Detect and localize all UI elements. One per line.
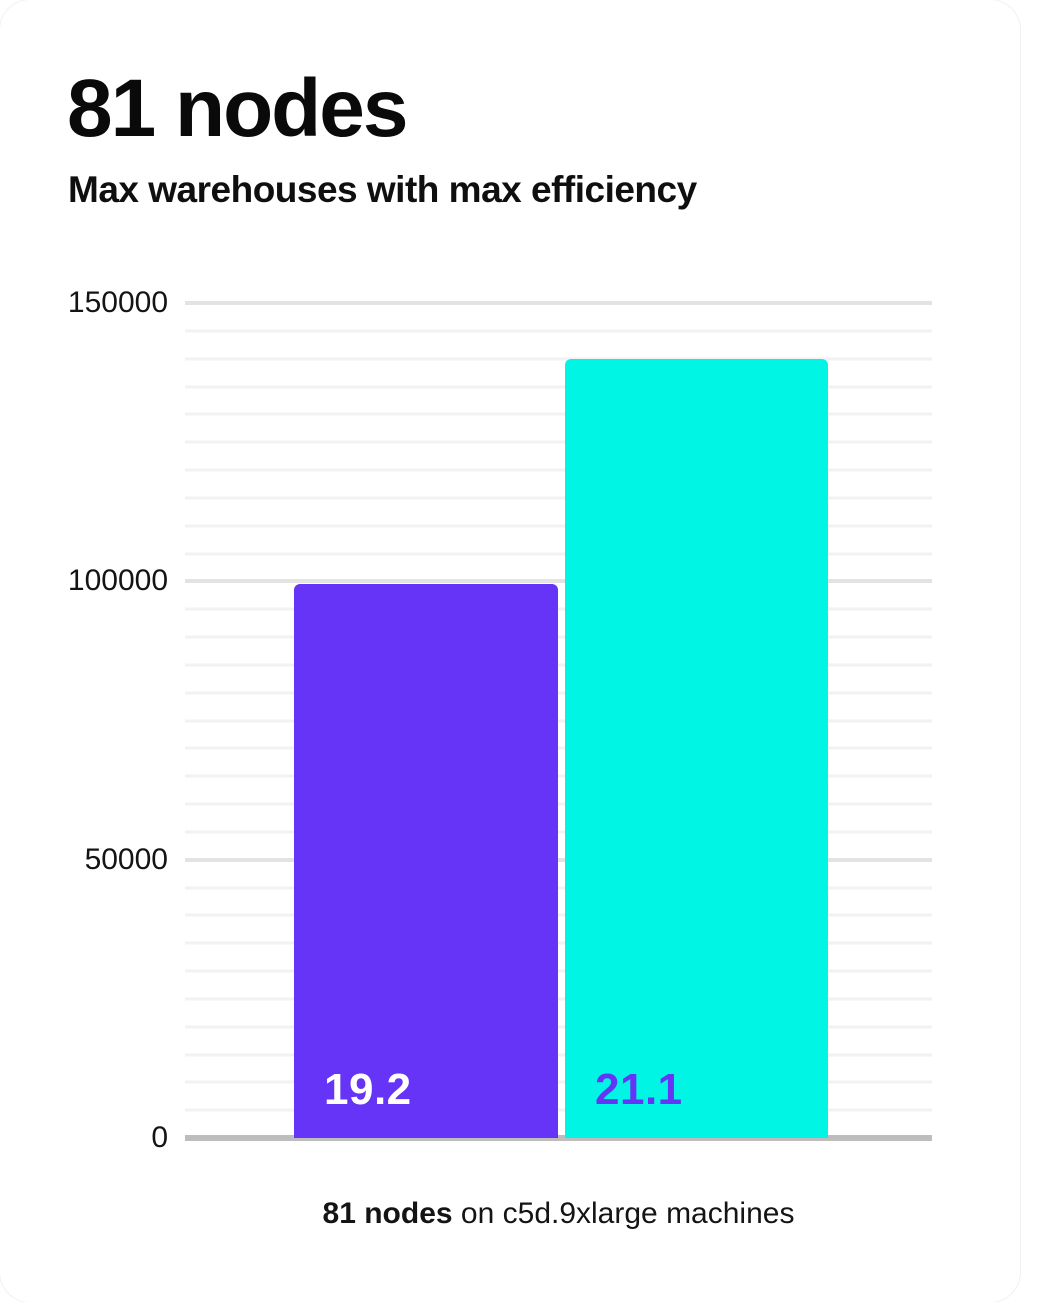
y-axis-tick-label: 50000 <box>84 842 168 876</box>
page-title: 81 nodes <box>67 63 408 154</box>
x-axis-line <box>185 1135 932 1141</box>
caption-regular-text: on c5d.9xlarge machines <box>452 1197 795 1230</box>
minor-gridline <box>185 886 932 889</box>
minor-gridline <box>185 691 932 695</box>
minor-gridline <box>185 774 932 778</box>
y-axis-tick-label: 150000 <box>67 286 168 319</box>
major-gridline <box>185 301 932 305</box>
minor-gridline <box>185 607 932 611</box>
minor-gridline <box>185 524 932 528</box>
minor-gridline <box>185 997 932 1001</box>
bar-version-21-1: 21.1 <box>565 359 828 1138</box>
minor-gridline <box>185 412 932 416</box>
chart-plot-area: 19.2 21.1 <box>185 301 932 1141</box>
bar-version-19-2: 19.2 <box>294 584 558 1138</box>
y-axis: 0 50000 100000 150000 <box>0 288 168 1153</box>
bar-value-label: 21.1 <box>595 1065 683 1114</box>
minor-gridline <box>185 1080 932 1084</box>
y-axis-tick-label: 100000 <box>67 564 168 598</box>
chart-caption: 81 nodes on c5d.9xlarge machines <box>185 1196 932 1232</box>
minor-gridline <box>185 1108 932 1112</box>
minor-gridline <box>185 913 932 917</box>
minor-gridline <box>185 746 932 750</box>
benchmark-card: 81 nodes Max warehouses with max efficie… <box>0 63 932 1232</box>
major-gridline <box>185 579 932 584</box>
minor-gridline <box>185 635 932 639</box>
page-subtitle: Max warehouses with max efficiency <box>68 169 697 210</box>
minor-gridline <box>185 468 932 472</box>
minor-gridline <box>185 440 932 444</box>
minor-gridline <box>185 1053 932 1056</box>
minor-gridline <box>185 663 932 667</box>
major-gridline <box>185 857 932 862</box>
minor-gridline <box>185 329 932 333</box>
caption-bold-text: 81 nodes <box>322 1197 453 1230</box>
minor-gridline <box>185 496 932 500</box>
minor-gridline <box>185 941 932 945</box>
minor-gridline <box>185 552 932 555</box>
minor-gridline <box>185 385 932 388</box>
minor-gridline <box>185 802 932 806</box>
minor-gridline <box>185 719 932 722</box>
minor-gridline <box>185 830 932 834</box>
y-axis-tick-label: 0 <box>151 1121 168 1154</box>
bar-value-label: 19.2 <box>324 1065 412 1114</box>
minor-gridline <box>185 969 932 973</box>
minor-gridline <box>185 357 932 361</box>
minor-gridline <box>185 1025 932 1029</box>
